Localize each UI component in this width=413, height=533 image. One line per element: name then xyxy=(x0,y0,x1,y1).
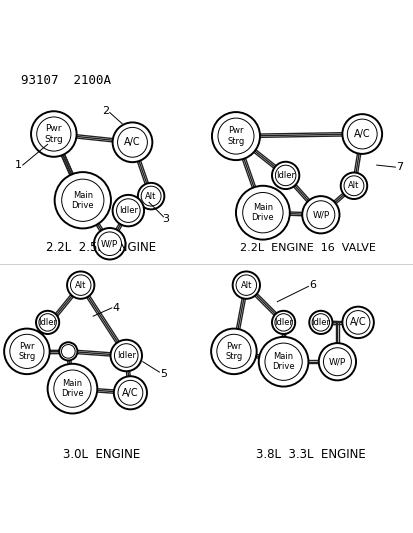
Circle shape xyxy=(232,271,259,299)
Text: Pwr
Strg: Pwr Strg xyxy=(44,124,63,144)
Text: A/C: A/C xyxy=(122,388,138,398)
Circle shape xyxy=(112,123,152,162)
Circle shape xyxy=(318,343,355,381)
Text: Main
Drive: Main Drive xyxy=(71,191,94,210)
Text: Main
Drive: Main Drive xyxy=(61,379,83,398)
Text: 6: 6 xyxy=(309,280,315,290)
Circle shape xyxy=(31,111,76,157)
Circle shape xyxy=(242,192,282,233)
Circle shape xyxy=(347,119,376,149)
Circle shape xyxy=(342,306,373,338)
Text: Idler: Idler xyxy=(273,318,292,327)
Circle shape xyxy=(110,340,142,372)
Circle shape xyxy=(138,183,164,209)
Text: W/P: W/P xyxy=(311,210,329,219)
Text: Main
Drive: Main Drive xyxy=(272,352,294,372)
Circle shape xyxy=(217,118,254,154)
Text: 93107  2100A: 93107 2100A xyxy=(21,74,110,87)
Circle shape xyxy=(264,343,301,381)
Text: A/C: A/C xyxy=(353,129,370,139)
Circle shape xyxy=(141,186,161,206)
Circle shape xyxy=(345,311,369,334)
Circle shape xyxy=(235,275,256,295)
Circle shape xyxy=(211,112,259,160)
Circle shape xyxy=(98,232,121,255)
Circle shape xyxy=(62,179,104,221)
Text: Main
Drive: Main Drive xyxy=(251,203,273,222)
Circle shape xyxy=(39,314,56,331)
Circle shape xyxy=(4,329,50,374)
Circle shape xyxy=(343,176,363,196)
Text: 3.0L  ENGINE: 3.0L ENGINE xyxy=(63,448,140,462)
Circle shape xyxy=(37,117,71,151)
Circle shape xyxy=(118,381,142,405)
Text: Alt: Alt xyxy=(145,192,157,200)
Text: A/C: A/C xyxy=(349,317,366,327)
Text: Pwr
Strg: Pwr Strg xyxy=(225,342,242,361)
Circle shape xyxy=(114,344,138,367)
Circle shape xyxy=(114,376,147,409)
Circle shape xyxy=(274,314,292,331)
Circle shape xyxy=(55,172,111,229)
Circle shape xyxy=(216,334,250,368)
Text: Alt: Alt xyxy=(75,281,86,289)
Text: Idler: Idler xyxy=(275,171,294,180)
Circle shape xyxy=(117,127,147,157)
Text: Pwr
Strg: Pwr Strg xyxy=(18,342,36,361)
Text: Idler: Idler xyxy=(116,351,135,360)
Circle shape xyxy=(309,311,332,334)
Circle shape xyxy=(47,364,97,414)
Circle shape xyxy=(10,334,44,368)
Circle shape xyxy=(340,173,366,199)
Circle shape xyxy=(59,342,77,360)
Circle shape xyxy=(94,228,125,260)
Circle shape xyxy=(271,311,294,334)
Text: Idler: Idler xyxy=(119,206,138,215)
Text: 5: 5 xyxy=(160,369,166,379)
Text: 7: 7 xyxy=(395,162,402,172)
Text: Alt: Alt xyxy=(347,181,359,190)
Circle shape xyxy=(301,196,339,233)
Circle shape xyxy=(275,165,295,185)
Text: 2: 2 xyxy=(102,106,109,116)
Text: Pwr
Strg: Pwr Strg xyxy=(227,126,244,146)
Circle shape xyxy=(306,201,334,229)
Text: 3.8L  3.3L  ENGINE: 3.8L 3.3L ENGINE xyxy=(255,448,365,462)
Circle shape xyxy=(211,329,256,374)
Text: 3: 3 xyxy=(162,214,169,224)
Circle shape xyxy=(342,114,381,154)
Text: 1: 1 xyxy=(15,160,22,170)
Circle shape xyxy=(61,344,75,358)
Text: W/P: W/P xyxy=(328,357,345,366)
Text: W/P: W/P xyxy=(101,239,118,248)
Text: Alt: Alt xyxy=(240,281,252,289)
Text: 2.2L  2.5L  ENGINE: 2.2L 2.5L ENGINE xyxy=(46,241,156,254)
Circle shape xyxy=(67,271,94,299)
Circle shape xyxy=(54,370,91,407)
Circle shape xyxy=(112,195,144,227)
Circle shape xyxy=(36,311,59,334)
Circle shape xyxy=(116,199,140,222)
Circle shape xyxy=(271,161,299,189)
Text: Idler: Idler xyxy=(311,318,330,327)
Circle shape xyxy=(235,186,289,240)
Circle shape xyxy=(258,337,308,386)
Circle shape xyxy=(323,348,351,376)
Text: 2.2L  ENGINE  16  VALVE: 2.2L ENGINE 16 VALVE xyxy=(240,243,375,253)
Text: 4: 4 xyxy=(112,303,119,313)
Circle shape xyxy=(70,275,91,295)
Text: A/C: A/C xyxy=(124,138,140,147)
Text: Idler: Idler xyxy=(38,318,57,327)
Circle shape xyxy=(311,314,329,331)
